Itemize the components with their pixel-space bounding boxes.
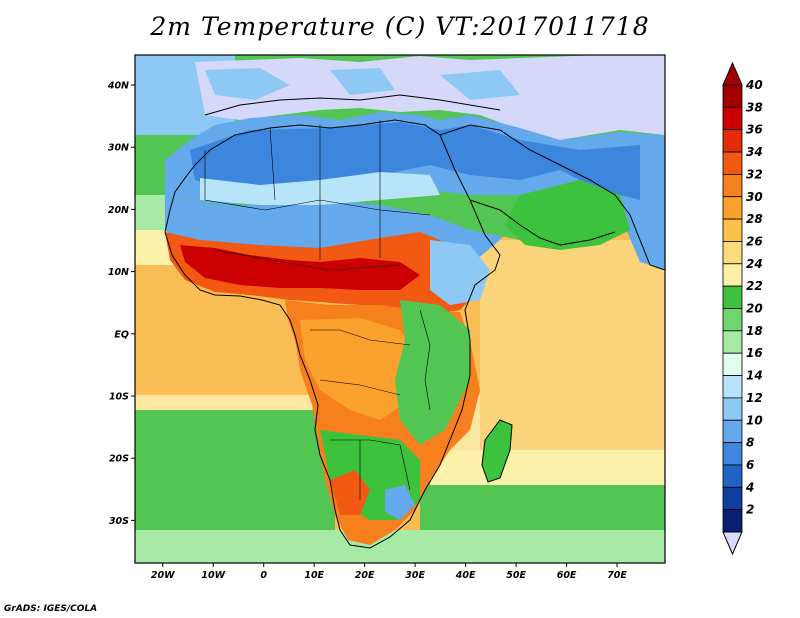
colorbar-swatch xyxy=(722,509,743,533)
lon-tick-label: 50E xyxy=(506,570,526,581)
colorbar-label: 8 xyxy=(746,436,754,450)
colorbar-swatch xyxy=(722,106,743,131)
drakensberg-cool xyxy=(385,485,415,520)
europe-land xyxy=(195,55,665,140)
lon-tick-label: 10E xyxy=(304,570,324,581)
coastlines xyxy=(164,94,665,549)
colorbar-swatch xyxy=(722,330,743,354)
colorbar-swatch xyxy=(722,397,743,421)
colorbar-swatch xyxy=(722,129,743,153)
africa-hottest-core xyxy=(180,245,420,290)
madagascar xyxy=(482,420,512,482)
colorbar-label: 24 xyxy=(746,257,763,271)
colorbar-swatch xyxy=(722,308,743,332)
colorbar-label: 12 xyxy=(746,391,763,405)
colorbar-label: 36 xyxy=(746,123,763,137)
colorbar-over-arrow xyxy=(722,61,743,86)
south-ocean-cool xyxy=(135,410,335,530)
lat-tick-label: 10N xyxy=(108,267,129,278)
lon-tick-label: 30E xyxy=(405,570,425,581)
colorbar: 40 38 36 34 32 30 28 26 24 22 20 18 16 14 12 10 8 6 4 2 xyxy=(722,61,763,556)
colorbar-label: 18 xyxy=(746,324,763,338)
colorbar-label: 38 xyxy=(746,100,763,114)
colorbar-swatch xyxy=(722,419,743,444)
colorbar-label: 40 xyxy=(745,78,763,92)
sahara-cool-core xyxy=(190,122,640,200)
colorbar-swatch xyxy=(722,442,743,466)
lat-tick-label: 20N xyxy=(108,205,129,216)
colorbar-swatch xyxy=(722,196,743,220)
colorbar-label: 6 xyxy=(746,458,754,472)
colorbar-swatch xyxy=(722,241,743,265)
temperature-field xyxy=(135,55,665,563)
south-ocean-warmer xyxy=(430,450,665,485)
country-borders xyxy=(204,120,431,500)
lon-tick-label: 20E xyxy=(355,570,375,581)
colorbar-swatch xyxy=(722,263,743,287)
colorbar-label: 30 xyxy=(746,190,763,204)
colorbar-label: 14 xyxy=(746,369,763,383)
colorbar-label: 26 xyxy=(746,234,763,248)
colorbar-swatch xyxy=(722,352,743,376)
south-ocean-cool-east xyxy=(420,480,665,530)
longitude-axis: 20W 10W 0 10E 20E 30E 40E 50E 60E 70E xyxy=(151,563,627,581)
south-ocean-cold xyxy=(135,530,665,563)
lon-tick-label: 60E xyxy=(557,570,577,581)
lat-tick-label: 30S xyxy=(109,516,129,527)
ethiopia-cool xyxy=(430,240,490,305)
colorbar-swatch xyxy=(722,285,743,309)
lon-tick-label: 40E xyxy=(455,570,476,581)
east-africa-highlands xyxy=(395,300,470,445)
colorbar-label: 34 xyxy=(746,145,763,159)
colorbar-swatch xyxy=(722,173,743,198)
colorbar-label: 28 xyxy=(746,212,763,226)
indian-ocean xyxy=(480,240,665,450)
colorbar-label: 2 xyxy=(746,503,754,517)
colorbar-swatch xyxy=(722,84,743,108)
colorbar-under-arrow xyxy=(722,531,743,556)
lat-tick-label: 20S xyxy=(109,454,129,465)
colorbar-label: 20 xyxy=(746,302,763,316)
lat-tick-label: 10S xyxy=(109,392,129,403)
grads-credit: GrADS: IGES/COLA xyxy=(4,604,98,614)
arabia-green xyxy=(505,180,630,250)
map-title: 2m Temperature (C) VT:2017011718 xyxy=(150,12,650,41)
colorbar-swatch xyxy=(722,464,743,488)
colorbar-label: 22 xyxy=(746,279,763,293)
lat-tick-label: 40N xyxy=(107,81,129,92)
colorbar-label: 4 xyxy=(745,480,754,494)
central-africa-warm xyxy=(300,318,420,420)
colorbar-label: 10 xyxy=(746,413,763,427)
lon-tick-label: 20W xyxy=(151,570,175,581)
plot-frame xyxy=(134,54,666,564)
colorbar-swatch xyxy=(722,151,743,175)
colorbar-label: 16 xyxy=(746,346,763,360)
lat-tick-label: EQ xyxy=(114,329,129,340)
lat-tick-label: 30N xyxy=(108,143,129,154)
colorbar-swatch xyxy=(722,486,743,511)
lon-tick-label: 10W xyxy=(201,570,225,581)
colorbar-swatch xyxy=(722,218,743,242)
colorbar-label: 32 xyxy=(746,167,763,181)
lon-tick-label: 70E xyxy=(607,570,627,581)
colorbar-swatch xyxy=(722,375,743,399)
lon-tick-label: 0 xyxy=(260,570,267,581)
europe-cold-patches xyxy=(205,68,520,100)
latitude-axis: 40N 30N 20N 10N EQ 10S 20S 30S xyxy=(107,81,135,527)
